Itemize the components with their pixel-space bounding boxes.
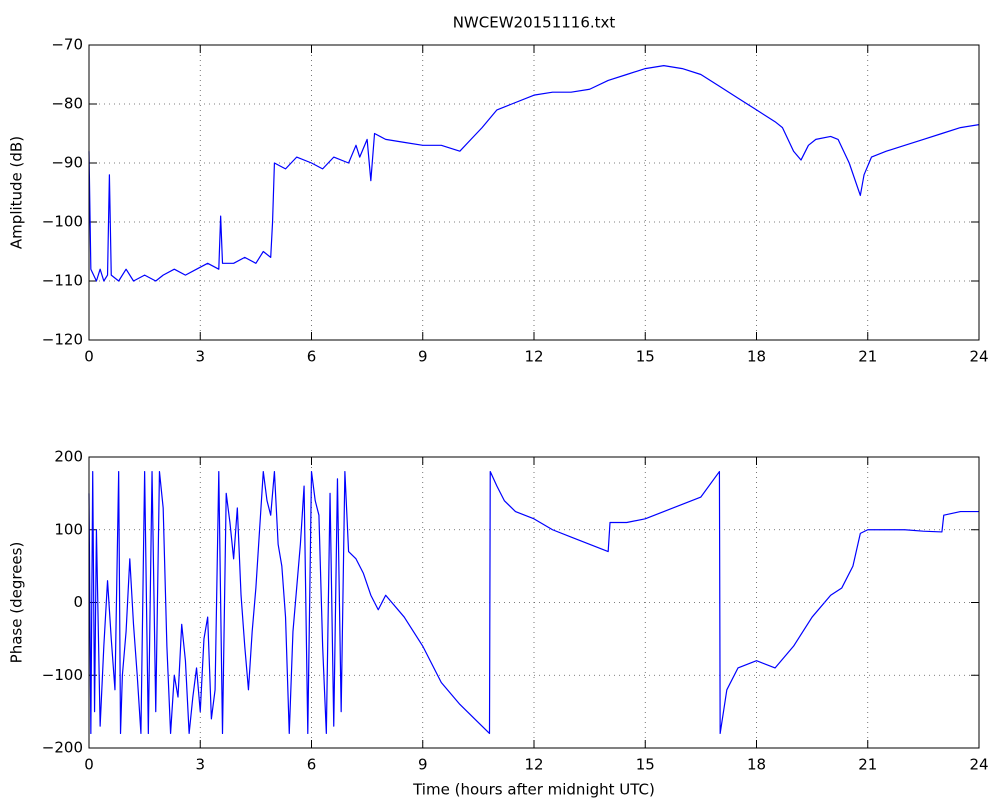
x-tick-label: 3 [195,348,205,366]
x-tick-label: 24 [969,348,988,366]
x-tick-label: 21 [858,348,877,366]
x-tick-label: 18 [747,348,766,366]
x-tick-label: 24 [969,756,988,774]
x-tick-label: 9 [418,756,428,774]
x-tick-label: 18 [747,756,766,774]
x-tick-label: 12 [524,348,543,366]
y-axis-label: Amplitude (dB) [8,136,26,249]
x-tick-label: 6 [307,348,317,366]
x-tick-label: 21 [858,756,877,774]
data-line [88,65,980,282]
y-tick-label: 0 [73,593,83,611]
axes-box [88,456,980,749]
y-tick-label: −70 [51,36,83,54]
x-tick-label: 0 [84,348,94,366]
y-tick-label: −110 [42,272,83,290]
x-tick-label: 6 [307,756,317,774]
y-axis-label: Phase (degrees) [8,542,26,664]
data-line [88,470,979,735]
x-tick-label: 15 [636,756,655,774]
x-tick-label: 15 [636,348,655,366]
y-tick-label: −200 [42,739,83,757]
y-tick-label: 200 [54,448,83,466]
y-tick-label: −100 [42,213,83,231]
y-tick-label: −90 [51,154,83,172]
axes-box [88,44,980,341]
x-tick-label: 3 [195,756,205,774]
y-tick-label: −80 [51,95,83,113]
chart-title: NWCEW20151116.txt [453,14,616,32]
x-tick-label: 0 [84,756,94,774]
x-tick-label: 9 [418,348,428,366]
x-tick-label: 12 [524,756,543,774]
x-axis-label: Time (hours after midnight UTC) [412,781,655,799]
y-tick-label: 100 [54,520,83,538]
y-tick-label: −120 [42,331,83,349]
y-tick-label: −100 [42,666,83,684]
